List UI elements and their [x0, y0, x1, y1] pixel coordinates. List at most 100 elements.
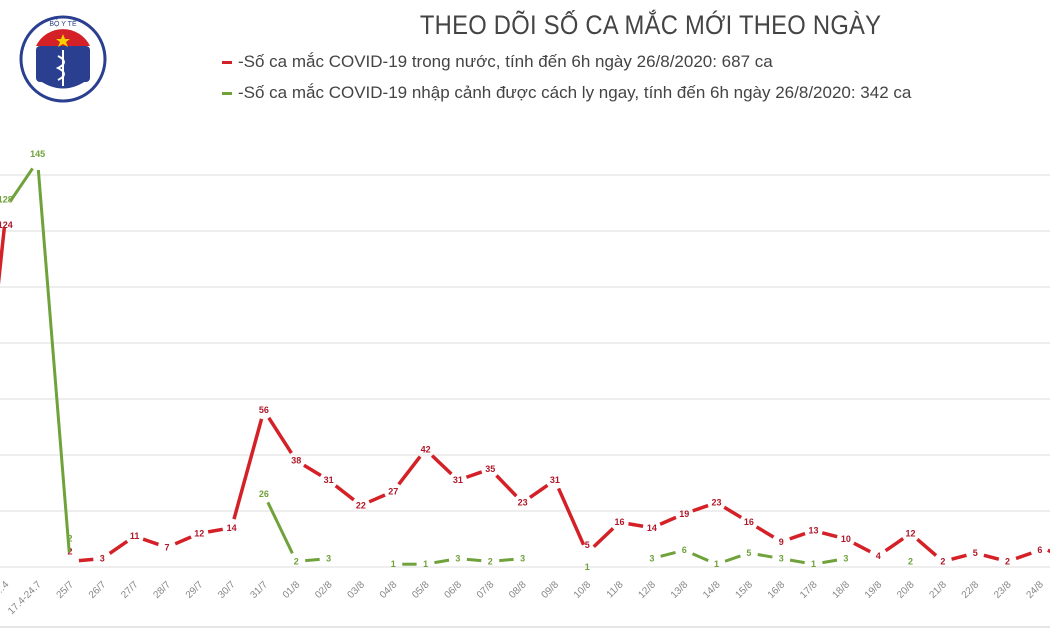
legend-imported-swatch: [222, 92, 232, 96]
imported-data-label: 3: [520, 554, 525, 564]
x-tick-label: 17/8: [798, 579, 820, 601]
x-tick-label: 21/8: [927, 579, 949, 601]
x-tick-label: 03/8: [346, 579, 368, 601]
series-line-segment: [822, 558, 838, 565]
domestic-data-label: 14: [647, 523, 657, 533]
x-tick-label: 30/7: [216, 579, 238, 601]
domestic-data-label: 42: [421, 444, 431, 454]
series-line-segment: [724, 554, 741, 563]
series-line-segment: [266, 501, 294, 554]
x-tick-label: 18/8: [830, 579, 852, 601]
domestic-data-label: 31: [324, 475, 334, 485]
domestic-data-label: 12: [194, 528, 204, 538]
domestic-data-label: 22: [356, 500, 366, 510]
domestic-data-label: 10: [841, 534, 851, 544]
x-tick-label: 19/8: [863, 579, 885, 601]
imported-data-label: 3: [326, 554, 331, 564]
domestic-data-label: 23: [518, 498, 528, 508]
imported-data-label: 1: [423, 559, 428, 569]
x-tick-label: 26/7: [87, 579, 109, 601]
domestic-data-label: 6: [1037, 545, 1042, 555]
ministry-of-health-logo: BỘ Y TẾ: [19, 15, 107, 103]
imported-data-label: 2: [908, 556, 913, 566]
legend-imported: -Số ca mắc COVID-19 nhập cảnh được cách …: [222, 83, 911, 103]
series-line-segment: [755, 525, 775, 539]
series-line-segment: [659, 515, 677, 526]
series-line-segment: [592, 527, 615, 549]
series-line-segment: [983, 553, 1000, 561]
x-tick-label: 22/8: [960, 579, 982, 601]
line-chart: …417.4-24.7 25/7 26/7 27/7 28/7 29/7 30/7 31/7 0…: [0, 149, 1050, 628]
series-line-segment: [556, 487, 586, 546]
domestic-data-label: 31: [550, 475, 560, 485]
domestic-data-label: 11: [130, 531, 140, 541]
x-tick-label: 29/7: [184, 579, 206, 601]
domestic-data-label: 2: [940, 556, 945, 566]
series-line-segment: [397, 455, 422, 486]
x-tick-label: 10/8: [572, 579, 594, 601]
x-tick-label: 17.4-24.7: [6, 579, 44, 617]
imported-data-label: 1: [714, 559, 719, 569]
x-tick-label: 20/8: [895, 579, 917, 601]
legend-domestic-label: -Số ca mắc COVID-19 trong nước, tính đến…: [238, 52, 773, 71]
domestic-data-label: 12: [906, 528, 916, 538]
domestic-data-label: 3: [100, 554, 105, 564]
domestic-data-label: 38: [291, 456, 301, 466]
domestic-data-label: 7: [164, 542, 169, 552]
imported-data-label: 5: [746, 548, 751, 558]
x-tick-label: 05/8: [410, 579, 432, 601]
series-line-segment: [430, 454, 453, 476]
svg-text:BỘ Y TẾ: BỘ Y TẾ: [49, 18, 77, 28]
series-line-segment: [757, 553, 773, 559]
series-line-segment: [78, 557, 94, 563]
series-line-segment: [628, 522, 644, 528]
x-tick-label: 09/8: [539, 579, 561, 601]
domestic-data-label: 35: [485, 464, 495, 474]
legend-imported-label: -Số ca mắc COVID-19 nhập cảnh được cách …: [238, 83, 912, 102]
series-line-segment: [853, 541, 872, 554]
series-line-segment: [334, 484, 355, 502]
series-line-segment: [142, 537, 160, 547]
imported-data-label: 2: [67, 533, 72, 543]
x-tick-label: 25/7: [55, 579, 77, 601]
legend-domestic: -Số ca mắc COVID-19 trong nước, tính đến…: [222, 52, 773, 72]
series-line-segment: [1015, 551, 1032, 561]
series-line-segment: [528, 483, 549, 499]
x-tick-label: 28/7: [152, 579, 174, 601]
domestic-data-label: 13: [809, 526, 819, 536]
domestic-data-label: 2: [1005, 556, 1010, 566]
series-line-segment: [821, 531, 838, 539]
x-tick-label: 16/8: [766, 579, 788, 601]
x-tick-label: 31/7: [249, 579, 271, 601]
domestic-data-label: 19: [679, 509, 689, 519]
imported-data-label: 1: [585, 562, 590, 572]
series-line-segment: [499, 557, 514, 563]
x-tick-label: 15/8: [733, 579, 755, 601]
imported-data-label: 3: [455, 554, 460, 564]
series-line-segment: [207, 527, 224, 534]
series-line-segment: [691, 552, 709, 563]
domestic-data-label: 27: [388, 486, 398, 496]
series-line-segment: [789, 531, 806, 541]
series-line-segment: [466, 557, 482, 563]
domestic-data-label: 5: [585, 540, 590, 550]
series-line-segment: [789, 558, 805, 565]
x-tick-label: 04/8: [378, 579, 400, 601]
domestic-data-label: 9: [779, 537, 784, 547]
series-line-segment: [465, 470, 483, 479]
imported-data-label: 1: [391, 559, 396, 569]
x-tick-label: 08/8: [507, 579, 529, 601]
x-tick-label: 02/8: [313, 579, 335, 601]
imported-data-label: 6: [682, 545, 687, 555]
legend-domestic-swatch: [222, 61, 232, 65]
domestic-data-label: 16: [744, 517, 754, 527]
series-line-segment: [884, 537, 905, 553]
series-line-segment: [951, 553, 967, 561]
x-tick-label: 14/8: [701, 579, 723, 601]
x-tick-label: 06/8: [442, 579, 464, 601]
imported-data-label: 3: [649, 554, 654, 564]
series-line-segment: [916, 537, 938, 557]
series-line-segment: [0, 227, 7, 285]
imported-data-label: 3: [843, 554, 848, 564]
domestic-data-label: 124: [0, 220, 13, 230]
